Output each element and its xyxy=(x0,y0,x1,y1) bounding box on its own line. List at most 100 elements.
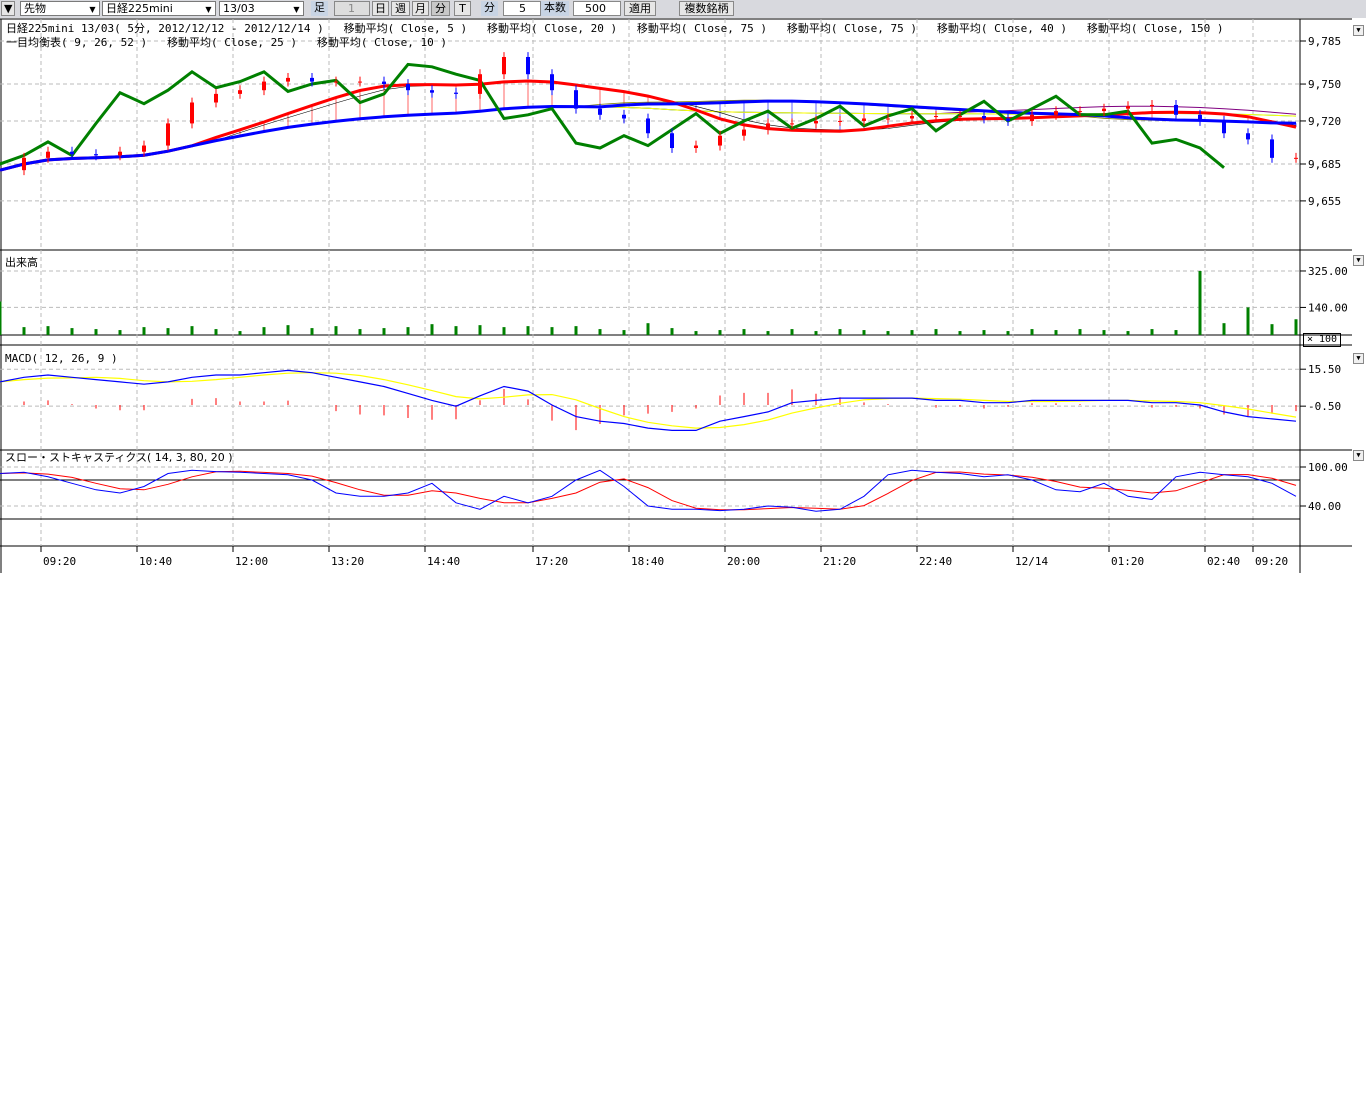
macd-panel-menu-icon[interactable]: ▼ xyxy=(1353,353,1364,364)
market-value: 先物 xyxy=(24,2,46,15)
x-tick-label: 14:40 xyxy=(427,555,461,568)
volume-bar xyxy=(406,327,410,335)
week-button[interactable]: 週 xyxy=(391,1,410,16)
candle-body xyxy=(670,133,674,149)
candle-body xyxy=(814,120,818,124)
candle-body xyxy=(262,81,266,91)
volume-bar xyxy=(934,329,938,335)
price-tick-label: 9,655 xyxy=(1308,195,1341,208)
volume-bar xyxy=(1126,331,1130,335)
candle-body xyxy=(430,90,434,93)
volume-bar xyxy=(574,326,578,335)
volume-scale-badge: × 100 xyxy=(1303,333,1341,347)
minute-button[interactable]: 分 xyxy=(431,1,450,16)
x-tick-label: 09:20 xyxy=(1255,555,1289,568)
x-tick-label: 12/14 xyxy=(1015,555,1049,568)
count-input[interactable]: 500 xyxy=(573,1,621,16)
contract-value: 13/03 xyxy=(223,2,255,15)
volume-bar xyxy=(814,331,818,335)
candle-body xyxy=(166,123,170,146)
candle-body xyxy=(310,77,314,82)
candle-body xyxy=(454,92,458,94)
volume-bar xyxy=(286,325,290,335)
volume-bar xyxy=(718,330,722,335)
x-tick-label: 20:00 xyxy=(727,555,761,568)
volume-bar xyxy=(694,331,698,335)
stochastic-panel-menu-icon[interactable]: ▼ xyxy=(1353,450,1364,461)
candle-body xyxy=(334,81,338,83)
multi-symbol-button[interactable]: 複数銘柄 xyxy=(679,1,734,16)
x-tick-label: 21:20 xyxy=(823,555,857,568)
price-tick-label: 9,750 xyxy=(1308,78,1341,91)
volume-bar xyxy=(310,328,314,335)
interval-input[interactable]: 5 xyxy=(503,1,541,16)
stochastic-tick-label: 40.00 xyxy=(1308,500,1341,513)
volume-bar xyxy=(1198,270,1202,335)
candle-body xyxy=(1078,111,1082,113)
candle-body xyxy=(526,56,530,75)
count-label: 本数 xyxy=(541,1,569,16)
month-button[interactable]: 月 xyxy=(412,1,429,16)
chevron-down-icon: ▼ xyxy=(89,5,96,14)
candle-body xyxy=(22,157,26,171)
candle-body xyxy=(94,154,98,156)
symbol-select[interactable]: 日経225mini ▼ xyxy=(102,1,216,16)
price-legend: 日経225mini 13/03( 5分, 2012/12/12 - 2012/1… xyxy=(6,22,1224,50)
x-tick-label: 02:40 xyxy=(1207,555,1241,568)
market-select[interactable]: 先物 ▼ xyxy=(20,1,100,16)
candle-body xyxy=(1198,114,1202,121)
chevron-down-icon: ▼ xyxy=(293,5,300,14)
apply-button[interactable]: 適用 xyxy=(624,1,656,16)
volume-bar xyxy=(190,326,194,335)
volume-bar xyxy=(982,330,986,335)
tick-button[interactable]: T xyxy=(454,1,471,16)
macd-tick-label: 15.50 xyxy=(1308,363,1341,376)
price-panel-menu-icon[interactable]: ▼ xyxy=(1353,25,1364,36)
volume-bar xyxy=(1222,323,1226,335)
volume-bar xyxy=(1174,330,1178,335)
volume-panel-menu-icon[interactable]: ▼ xyxy=(1353,255,1364,266)
volume-bar xyxy=(142,327,146,335)
candle-body xyxy=(1294,157,1298,159)
volume-bar xyxy=(766,331,770,335)
toolbar: ▼ 先物 ▼ 日経225mini ▼ 13/03 ▼ 足 1 日 週 月 分 T 分 … xyxy=(0,0,1366,18)
menu-dropdown-button[interactable]: ▼ xyxy=(1,1,15,16)
candle-body xyxy=(190,102,194,124)
bar-count-input[interactable]: 1 xyxy=(334,1,370,16)
volume-bar xyxy=(166,328,170,335)
candle-body xyxy=(886,118,890,120)
plot-background xyxy=(0,19,1300,546)
candle-body xyxy=(550,74,554,91)
volume-bar xyxy=(94,329,98,335)
candle-body xyxy=(1246,133,1250,140)
day-button[interactable]: 日 xyxy=(372,1,389,16)
price-tick-label: 9,720 xyxy=(1308,115,1341,128)
volume-bar xyxy=(742,329,746,335)
volume-bar xyxy=(646,323,650,335)
chart-canvas[interactable]: 9,7859,7509,7209,6859,655325.00140.0015.… xyxy=(0,0,1366,580)
candle-body xyxy=(982,116,986,119)
x-tick-label: 13:20 xyxy=(331,555,365,568)
contract-select[interactable]: 13/03 ▼ xyxy=(219,1,304,16)
volume-bar xyxy=(598,329,602,335)
volume-bar xyxy=(838,329,842,335)
volume-bar xyxy=(790,329,794,335)
candle-body xyxy=(958,116,962,118)
candle-body xyxy=(478,74,482,94)
volume-bar xyxy=(1054,330,1058,335)
volume-bar xyxy=(262,327,266,335)
volume-bar xyxy=(238,331,242,335)
candle-body xyxy=(718,135,722,146)
candle-body xyxy=(910,116,914,119)
candle-body xyxy=(1102,108,1106,112)
volume-bar xyxy=(1294,319,1298,335)
volume-bar xyxy=(334,326,338,335)
candle-body xyxy=(214,93,218,103)
volume-bar xyxy=(382,328,386,335)
volume-bar xyxy=(550,327,554,335)
candle-body xyxy=(118,151,122,156)
macd-tick-label: -0.50 xyxy=(1308,400,1341,413)
candle-body xyxy=(646,118,650,134)
volume-bar xyxy=(1006,331,1010,335)
candle-body xyxy=(1174,104,1178,115)
